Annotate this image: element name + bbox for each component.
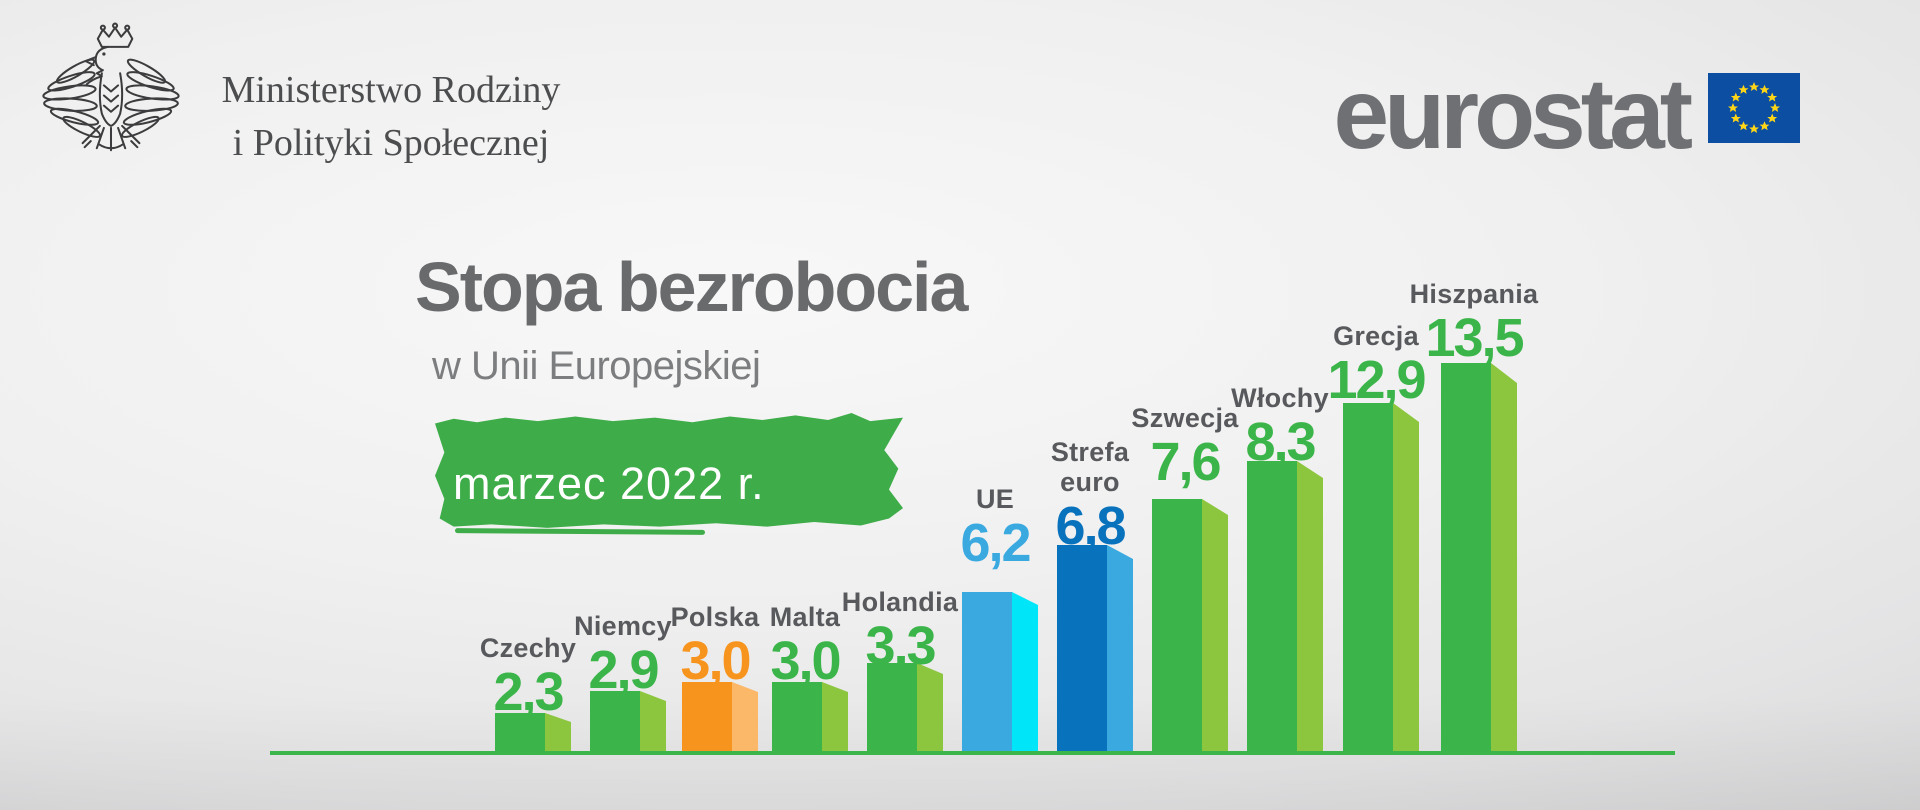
bar-country-label-czechy: Czechy — [479, 633, 577, 663]
bar-value-holandia: 3,3 — [865, 616, 936, 676]
bar-country-label-hiszpania: Hiszpania — [1409, 279, 1539, 309]
bar-face-wlochy — [1247, 461, 1297, 753]
bar-side-holandia — [917, 663, 943, 753]
ministry-name-line1: Ministerstwo Rodziny — [221, 69, 561, 111]
ministry-logo: Ministerstwo Rodziny i Polityki Społeczn… — [35, 20, 577, 170]
bar-side-niemcy — [640, 691, 666, 753]
bar-strefa-euro — [1057, 545, 1133, 753]
bar-ue — [962, 592, 1038, 753]
bar-country-label-grecja: Grecja — [1333, 321, 1419, 351]
eurostat-logo: eurostat — [1333, 40, 1810, 164]
bar-side-ue — [1012, 592, 1038, 753]
bar-country-label-strefa-euro: Strefa euro — [1050, 437, 1130, 497]
bar-polska — [682, 682, 758, 753]
bar-face-czechy — [495, 713, 545, 753]
bar-face-ue — [962, 592, 1012, 753]
bar-labels-niemcy: Niemcy 2,9 — [473, 611, 773, 697]
bar-value-niemcy: 2,9 — [588, 640, 659, 700]
bar-face-malta — [772, 682, 822, 753]
bar-face-hiszpania — [1441, 363, 1491, 753]
bar-side-polska — [732, 682, 758, 753]
bar-value-szwecja: 7,6 — [1150, 432, 1221, 492]
bar-value-strefa-euro: 6,8 — [1055, 496, 1126, 556]
bar-face-holandia — [867, 663, 917, 753]
period-banner-label: marzec 2022 r. — [453, 458, 765, 509]
bar-face-niemcy — [590, 691, 640, 753]
page-title: Stopa bezrobocia — [415, 248, 968, 326]
bar-side-wlochy — [1297, 461, 1323, 753]
period-banner: marzec 2022 r. — [435, 413, 903, 528]
ministry-name: Ministerstwo Rodziny i Polityki Społeczn… — [205, 64, 577, 170]
bar-country-label-niemcy: Niemcy — [574, 611, 672, 641]
bar-labels-holandia: Holandia 3,3 — [750, 587, 1050, 673]
bar-labels-strefa-euro: Strefa euro 6,8 — [940, 437, 1240, 553]
bar-hiszpania — [1441, 363, 1517, 753]
bar-country-label-wlochy: Włochy — [1231, 383, 1329, 413]
bar-face-strefa-euro — [1057, 545, 1107, 753]
bar-malta — [772, 682, 848, 753]
bar-country-label-ue: UE — [975, 484, 1015, 514]
bar-niemcy — [590, 691, 666, 753]
bar-czechy — [495, 713, 571, 753]
bar-side-strefa-euro — [1107, 545, 1133, 753]
polish-eagle-emblem — [42, 22, 181, 152]
ministry-name-line2: i Polityki Społecznej — [232, 122, 550, 164]
bar-side-grecja — [1393, 403, 1419, 753]
bar-grecja — [1343, 403, 1419, 753]
chart-baseline — [270, 751, 1675, 755]
bar-labels-szwecja: Szwecja 7,6 — [1035, 403, 1335, 489]
bar-holandia — [867, 663, 943, 753]
bar-labels-grecja: Grecja 12,9 — [1226, 321, 1526, 407]
bar-country-label-malta: Malta — [769, 602, 841, 632]
bar-labels-malta: Malta 3,0 — [655, 602, 955, 688]
bar-value-grecja: 12,9 — [1327, 350, 1426, 410]
bar-labels-polska: Polska 3,0 — [565, 602, 865, 688]
bar-value-polska: 3,0 — [680, 631, 751, 691]
bar-value-czechy: 2,3 — [493, 662, 564, 722]
bar-labels-wlochy: Włochy 8,3 — [1130, 383, 1430, 469]
eurostat-wordmark: eurostat — [1333, 58, 1693, 170]
bar-wlochy — [1247, 461, 1323, 753]
bar-face-grecja — [1343, 403, 1393, 753]
bar-value-hiszpania: 13,5 — [1425, 308, 1524, 368]
bar-value-wlochy: 8,3 — [1245, 412, 1316, 472]
bar-labels-czechy: Czechy 2,3 — [378, 633, 678, 719]
bar-face-polska — [682, 682, 732, 753]
bar-country-label-polska: Polska — [670, 602, 760, 632]
eu-flag-icon — [1708, 73, 1800, 143]
bar-value-malta: 3,0 — [770, 631, 841, 691]
bar-labels-hiszpania: Hiszpania 13,5 — [1324, 279, 1624, 365]
bar-szwecja — [1152, 499, 1228, 753]
bar-side-malta — [822, 682, 848, 753]
bar-side-hiszpania — [1491, 363, 1517, 753]
bar-country-label-holandia: Holandia — [841, 587, 959, 617]
bar-face-szwecja — [1152, 499, 1202, 753]
bar-labels-ue: UE 6,2 — [845, 484, 1145, 570]
bar-country-label-szwecja: Szwecja — [1131, 403, 1239, 433]
bar-value-ue: 6,2 — [960, 513, 1031, 573]
page-subtitle: w Unii Europejskiej — [432, 344, 761, 388]
bar-side-szwecja — [1202, 499, 1228, 753]
